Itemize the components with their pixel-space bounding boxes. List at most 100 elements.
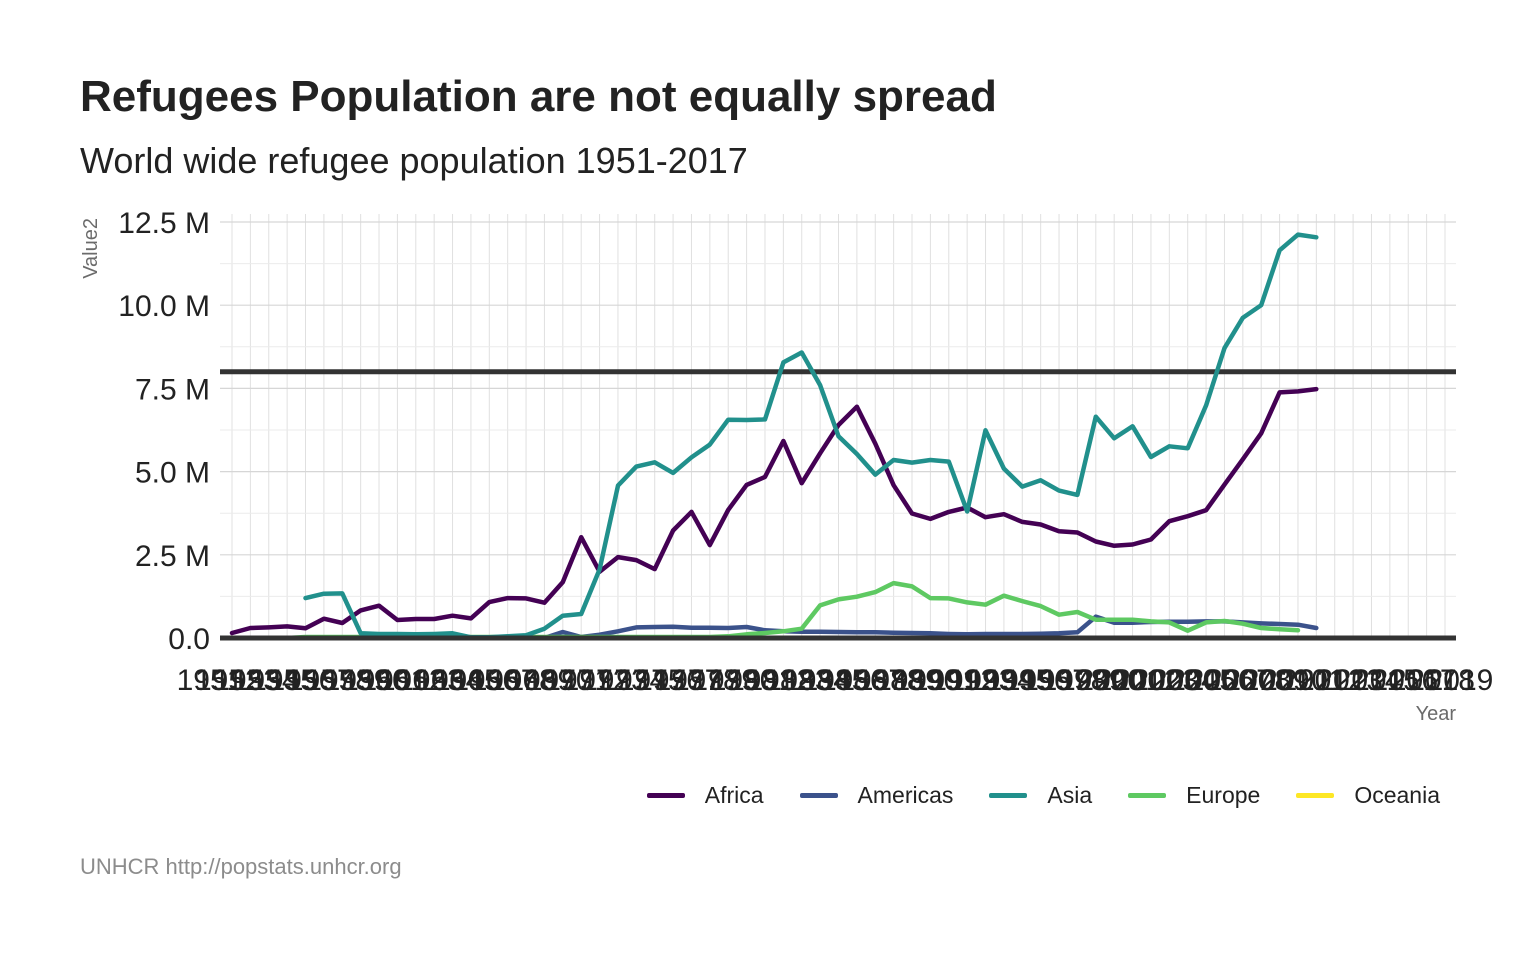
x-tick-label: 1982 [746,664,813,697]
x-tick-label: 1984 [783,664,850,697]
x-tick-label: 1974 [599,664,666,697]
x-tick-label: 2005 [1169,664,1236,697]
x-tick-label: 2002 [1114,664,1181,697]
x-tick-label: 1955 [250,664,317,697]
x-tick-label: 2006 [1188,664,1255,697]
x-tick-label: 1960 [342,664,409,697]
x-tick-label: 2019 [1427,664,1494,697]
x-tick-label: 1957 [287,664,354,697]
x-tick-label: 2001 [1096,664,1163,697]
x-axis-label: Year [1416,703,1457,725]
legend-item-europe: Europe [1128,782,1260,809]
x-tick-label: 1994 [967,664,1034,697]
x-tick-label: 1968 [489,664,556,697]
x-tick-label: 2004 [1151,664,1218,697]
series-line-africa [229,386,1319,636]
y-tick-label: 12.5 M [118,207,210,240]
x-tick-label: 2015 [1353,664,1420,697]
x-tick-label: 2013 [1316,664,1383,697]
x-axis-ticks: 1951195219531954195519561957195819591960… [177,664,1494,697]
x-tick-label: 1975 [618,664,685,697]
x-tick-label: 1989 [875,664,942,697]
x-tick-label: 1973 [581,664,648,697]
legend-label: Europe [1186,782,1261,808]
x-tick-label: 1958 [305,664,372,697]
x-tick-label: 1987 [838,664,905,697]
x-tick-label: 1996 [1004,664,1071,697]
x-tick-label: 2010 [1261,664,1328,697]
x-tick-label: 2014 [1335,664,1402,697]
legend-swatch [646,793,685,798]
x-tick-label: 1986 [820,664,887,697]
x-tick-label: 1977 [655,664,722,697]
x-tick-label: 1967 [471,664,538,697]
grid [220,214,1456,639]
y-tick-label: 2.5 M [135,540,210,573]
x-tick-label: 2000 [1077,664,1144,697]
x-tick-label: 1995 [985,664,1052,697]
y-tick-label: 10.0 M [118,290,210,323]
x-tick-label: 1965 [434,664,501,697]
legend-label: Americas [857,782,954,808]
x-tick-label: 1992 [930,664,997,697]
legend-swatch [1296,793,1335,798]
legend-swatch [989,793,1028,798]
x-tick-label: 1963 [397,664,464,697]
x-tick-label: 1971 [544,664,611,697]
y-axis-ticks: 0.0 2.5 M 5.0 M 7.5 M 10.0 M 12.5 M [118,207,210,656]
x-tick-label: 1970 [526,664,593,697]
legend-item-americas: Americas [799,782,954,809]
x-tick-label: 2011 [1281,664,1346,697]
chart-title: Refugees Population are not equally spre… [80,72,997,121]
x-tick-label: 1979 [691,664,758,697]
legend-swatch [1128,793,1167,798]
x-tick-label: 1999 [1059,664,1126,697]
x-tick-label: 1983 [765,664,832,697]
y-tick-label: 7.5 M [135,373,210,406]
legend-label: Africa [704,782,764,808]
x-tick-label: 1985 [802,664,869,697]
legend-label: Asia [1047,782,1093,808]
y-axis-label: Value2 [80,218,102,279]
x-tick-label: 1972 [563,664,630,697]
legend-swatch [799,793,838,798]
x-tick-label: 1998 [1041,664,1108,697]
x-tick-label: 2007 [1206,664,1273,697]
legend-item-oceania: Oceania [1296,782,1440,809]
chart-subtitle: World wide refugee population 1951-2017 [80,140,748,181]
x-tick-label: 2009 [1243,664,1310,697]
x-tick-label: 1969 [508,664,575,697]
x-tick-label: 1952 [195,664,262,697]
y-tick-label: 0.0 [168,623,210,656]
x-tick-label: 2008 [1224,664,1291,697]
x-tick-label: 1964 [416,664,483,697]
x-tick-label: 2012 [1298,664,1365,697]
x-tick-label: 2017 [1390,664,1457,697]
x-tick-label: 1954 [232,664,299,697]
x-tick-label: 1991 [912,664,979,697]
x-tick-label: 2016 [1371,664,1438,697]
series-line-asia [303,232,1319,640]
legend-item-africa: Africa [646,782,764,809]
x-tick-label: 1997 [1022,664,1089,697]
x-tick-label: 1962 [379,664,446,697]
legend-item-asia: Asia [989,782,1092,809]
x-tick-label: 1993 [949,664,1016,697]
x-tick-label: 1966 [452,664,519,697]
x-tick-label: 2003 [1133,664,1200,697]
x-tick-label: 1988 [857,664,924,697]
x-tick-label: 1976 [636,664,703,697]
x-tick-label: 1953 [213,664,280,697]
x-tick-label: 1961 [360,664,427,697]
series-lines [220,232,1456,641]
x-tick-label: 1959 [324,664,391,697]
x-tick-label: 1956 [269,664,336,697]
x-tick-label: 1951 [177,664,244,697]
source-caption: UNHCR http://popstats.unhcr.org [80,854,402,879]
legend-label: Oceania [1354,782,1440,808]
x-tick-label: 1981 [728,664,795,697]
x-tick-label: 1978 [673,664,740,697]
x-tick-label: 1980 [710,664,777,697]
y-tick-label: 5.0 M [135,457,210,490]
